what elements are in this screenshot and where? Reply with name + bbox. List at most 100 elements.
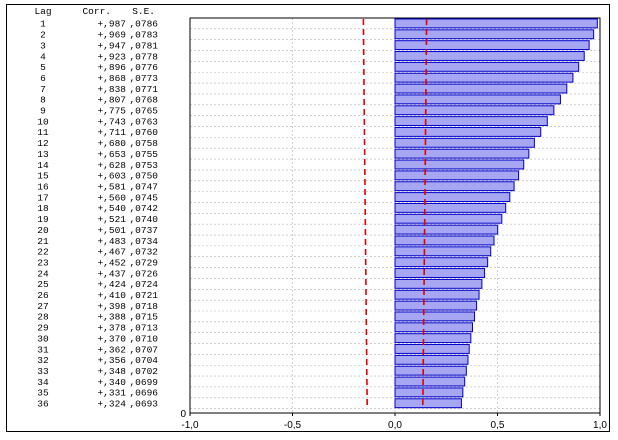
se-value: ,0737	[129, 225, 158, 236]
corr-value: +,807	[97, 95, 126, 106]
corr-value: +,680	[97, 138, 126, 149]
corr-value: +,540	[97, 203, 126, 214]
se-value: ,0718	[129, 301, 158, 312]
se-value: ,0726	[129, 268, 158, 279]
lag-number: 21	[37, 236, 49, 247]
acf-bar-lag-10	[394, 116, 548, 127]
acf-bar-lag-19	[394, 213, 503, 224]
acf-bar-lag-30	[394, 333, 472, 344]
se-value: ,0773	[129, 73, 158, 84]
lag-number: 34	[37, 377, 49, 388]
se-value: ,0755	[129, 149, 158, 160]
header-corr: Corr.	[82, 6, 111, 17]
acf-bar-lag-1	[394, 18, 598, 29]
autocorrelation-chart: Lag Corr. S.E. 1 +,987,0786 2 +,969,0783 3 +,…	[34, 6, 607, 431]
se-value: ,0750	[129, 171, 158, 182]
se-value: ,0704	[129, 355, 158, 366]
lag-number: 30	[37, 333, 49, 344]
acf-bar-lag-35	[394, 387, 464, 398]
corr-value: +,483	[97, 236, 126, 247]
lag-number: 35	[37, 388, 49, 399]
x-tick-label: -1,0	[181, 420, 199, 431]
chart-frame: Lag Corr. S.E. 1 +,987,0786 2 +,969,0783 3 +,…	[6, 4, 610, 432]
lag-number: 33	[37, 366, 49, 377]
se-value: ,0707	[129, 344, 158, 355]
lag-number: 22	[37, 247, 49, 258]
corr-value: +,437	[97, 268, 126, 279]
se-value: ,0771	[129, 84, 158, 95]
acf-bar-lag-23	[394, 257, 489, 268]
lag-number: 17	[37, 192, 48, 203]
acf-bar-lag-4	[394, 51, 585, 61]
corr-value: +,521	[97, 214, 126, 225]
se-value: ,0768	[129, 95, 158, 106]
bar-layer	[394, 18, 598, 409]
acf-bar-lag-9	[394, 105, 555, 116]
acf-bar-lag-31	[394, 344, 470, 354]
se-value: ,0696	[129, 388, 158, 399]
x-axis-ticks: -1,0 -0,5 0,0 0,5 1,0	[181, 413, 607, 431]
corr-value: +,987	[97, 19, 126, 30]
corr-value: +,775	[97, 106, 126, 117]
se-value: ,0734	[129, 236, 158, 247]
confidence-limits	[362, 19, 428, 409]
x-tick-label: 0,5	[491, 420, 505, 431]
corr-value: +,838	[97, 84, 126, 95]
lag-table: Lag Corr. S.E. 1 +,987,0786 2 +,969,0783 3 +,…	[34, 6, 158, 410]
upper-confidence-limit	[422, 19, 428, 409]
lag-number: 6	[40, 73, 46, 84]
corr-value: +,398	[97, 301, 126, 312]
acf-bar-lag-6	[394, 72, 574, 83]
acf-bar-lag-24	[394, 268, 486, 278]
acf-bar-lag-2	[394, 29, 595, 40]
lag-number: 19	[37, 214, 49, 225]
se-value: ,0702	[129, 366, 158, 377]
acf-bar-lag-12	[394, 137, 535, 148]
acf-bar-lag-28	[394, 311, 476, 322]
acf-bar-lag-22	[394, 246, 492, 257]
se-value: ,0758	[129, 138, 158, 149]
corr-value: +,362	[97, 344, 126, 355]
lag-number: 16	[37, 182, 49, 193]
acf-bar-lag-26	[394, 289, 480, 300]
acf-bar-lag-36	[394, 398, 462, 409]
se-value: ,0710	[129, 333, 158, 344]
lag-number: 26	[37, 290, 49, 301]
se-value: ,0783	[129, 30, 158, 41]
se-value: ,0724	[129, 279, 158, 290]
se-value: ,0745	[129, 192, 158, 203]
corr-value: +,581	[97, 182, 126, 193]
corr-value: +,947	[97, 40, 126, 51]
se-value: ,0753	[129, 160, 158, 171]
y-axis-zero-label: 0	[180, 409, 186, 420]
lag-number: 5	[40, 62, 46, 73]
lag-number: 31	[37, 344, 49, 355]
lag-number: 27	[37, 301, 48, 312]
se-value: ,0786	[129, 19, 158, 30]
acf-bar-lag-20	[394, 224, 499, 235]
acf-bar-lag-29	[394, 322, 473, 333]
header-lag: Lag	[34, 6, 51, 17]
corr-value: +,896	[97, 62, 126, 73]
se-value: ,0742	[129, 203, 158, 214]
corr-value: +,378	[97, 323, 126, 334]
acf-bar-lag-8	[394, 94, 561, 105]
lag-number: 8	[40, 95, 46, 106]
lag-number: 28	[37, 312, 49, 323]
corr-value: +,370	[97, 333, 126, 344]
acf-bar-lag-33	[394, 365, 467, 376]
lag-number: 36	[37, 399, 49, 410]
acf-bar-lag-25	[394, 278, 483, 289]
lag-number: 7	[40, 84, 46, 95]
se-value: ,0778	[129, 51, 158, 62]
lag-number: 20	[37, 225, 49, 236]
corr-value: +,969	[97, 30, 126, 41]
acf-bar-lag-7	[394, 83, 568, 94]
se-value: ,0740	[129, 214, 158, 225]
acf-bar-lag-15	[394, 170, 520, 181]
corr-value: +,603	[97, 171, 126, 182]
lag-number: 1	[40, 19, 46, 30]
corr-value: +,388	[97, 312, 126, 323]
lag-number: 25	[37, 279, 49, 290]
se-value: ,0760	[129, 127, 158, 138]
